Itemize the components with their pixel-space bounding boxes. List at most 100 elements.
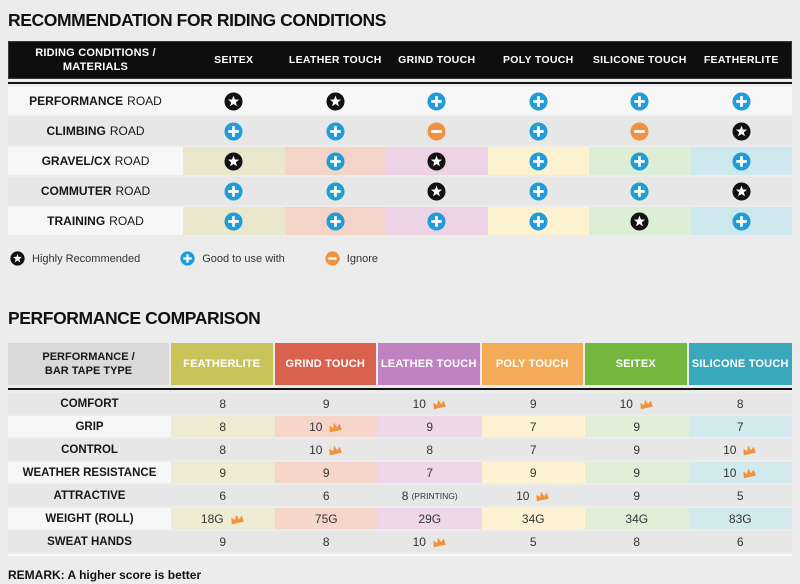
legend-label: Ignore — [346, 252, 378, 265]
riding-row-label: GRAVEL/CX ROAD — [8, 147, 183, 175]
crown-icon — [230, 514, 244, 524]
performance-row-3: WEATHER RESISTANCE 9 9 7 9 9 10 — [8, 462, 792, 483]
remark-note: REMARK: A higher score is better — [8, 568, 202, 582]
star-icon — [630, 211, 649, 231]
star-icon — [427, 181, 446, 201]
riding-legend: Highly Recommended Good to use with Ignore — [10, 251, 792, 266]
minus-icon — [427, 121, 446, 141]
score-cell: 7 — [378, 462, 482, 483]
score-value: 83G — [728, 511, 752, 526]
score-cell: 9 — [171, 462, 275, 483]
score-cell: 8 — [378, 439, 482, 460]
rating-cell — [589, 87, 691, 115]
riding-row-label-bold: TRAINING — [47, 214, 106, 228]
score-cell: 10 — [688, 439, 792, 460]
score-cell: 34G — [481, 508, 585, 529]
score-suffix: (PRINTING) — [411, 490, 458, 501]
plus-icon — [732, 151, 751, 171]
score-cell: 5 — [481, 531, 585, 552]
score-value: 9 — [529, 396, 537, 411]
rating-cell — [487, 147, 589, 175]
performance-row-label: WEIGHT (ROLL) — [8, 508, 171, 529]
riding-column-header-3: POLY TOUCH — [503, 54, 574, 66]
rating-cell — [589, 147, 691, 175]
score-value: 8 — [401, 488, 409, 503]
star-icon — [224, 151, 243, 171]
minus-icon — [325, 251, 340, 266]
score-cell: 10 — [274, 439, 378, 460]
riding-column-header-1: LEATHER TOUCH — [288, 54, 382, 66]
legend-label: Highly Recommended — [32, 252, 141, 265]
performance-header-rule — [8, 388, 792, 390]
legend-label: Good to use with — [202, 252, 285, 265]
score-value: 29G — [418, 511, 442, 526]
performance-comparison-title: PERFORMANCE COMPARISON — [8, 308, 261, 328]
corner-line-2: MATERIALS — [62, 61, 129, 73]
score-cell: 9 — [585, 462, 689, 483]
score-value: 34G — [625, 511, 649, 526]
performance-column-header-1: GRIND TOUCH — [274, 343, 376, 385]
riding-row-4: TRAINING ROAD — [8, 207, 792, 235]
rating-cell — [589, 117, 691, 145]
star-icon — [732, 181, 751, 201]
score-value: 9 — [633, 488, 641, 503]
score-value: 8 — [736, 396, 744, 411]
score-value: 10 — [412, 534, 426, 549]
score-value: 7 — [426, 465, 434, 480]
rating-cell — [183, 147, 285, 175]
performance-column-header-2: LEATHER TOUCH — [378, 343, 480, 385]
riding-row-1: CLIMBING ROAD — [8, 117, 792, 145]
score-cell: 9 — [585, 439, 689, 460]
crown-icon — [640, 399, 653, 409]
riding-conditions-title: RECOMMENDATION FOR RIDING CONDITIONS — [8, 10, 387, 30]
riding-row-2: GRAVEL/CX ROAD — [8, 147, 792, 175]
rating-cell — [284, 207, 386, 235]
rating-cell — [386, 177, 488, 205]
crown-icon — [433, 537, 446, 547]
riding-column-header-0: SEITEX — [214, 54, 254, 66]
performance-row-6: SWEAT HANDS 9 8 10 5 8 6 — [8, 531, 792, 552]
riding-row-label-suffix: ROAD — [127, 94, 162, 108]
riding-row-label-suffix: ROAD — [109, 124, 145, 138]
plus-icon — [224, 121, 243, 141]
score-cell: 7 — [481, 439, 585, 460]
plus-icon — [732, 91, 751, 111]
riding-column-header-2: GRIND TOUCH — [398, 54, 476, 66]
score-cell: 6 — [171, 485, 275, 506]
best-score-crown — [431, 536, 447, 548]
performance-table-header: PERFORMANCE / BAR TAPE TYPE FEATHERLITE G… — [8, 343, 792, 385]
minus-icon — [630, 121, 649, 141]
star-icon — [224, 91, 243, 111]
score-value: 10 — [723, 442, 737, 457]
plus-icon — [224, 211, 243, 231]
score-value: 9 — [322, 396, 330, 411]
corner-line-1: PERFORMANCE / — [42, 350, 135, 363]
score-cell: 10 — [274, 416, 378, 437]
crown-icon — [743, 445, 757, 455]
best-score-crown — [638, 398, 654, 410]
plus-icon — [630, 181, 649, 201]
score-cell: 8 (PRINTING) — [378, 485, 482, 506]
crown-icon — [329, 422, 343, 432]
rating-cell — [487, 117, 589, 145]
score-value: 5 — [529, 534, 537, 549]
score-cell: 6 — [688, 531, 792, 552]
riding-row-label-bold: PERFORMANCE — [29, 94, 124, 108]
rating-cell — [183, 207, 285, 235]
score-cell: 9 — [378, 416, 482, 437]
rating-cell — [386, 117, 488, 145]
riding-row-label-suffix: ROAD — [109, 214, 144, 228]
score-value: 9 — [426, 419, 434, 434]
performance-row-label: WEATHER RESISTANCE — [8, 462, 171, 483]
score-value: 10 — [516, 488, 530, 503]
crown-icon — [433, 399, 446, 409]
score-cell: 10 — [378, 531, 482, 552]
rating-cell — [690, 147, 792, 175]
score-cell: 5 — [688, 485, 792, 506]
performance-table-body: COMFORT 8 9 10 9 10 8 GRIP 8 10 9 7 9 7 CONTROL 8 10 8 7 9 1… — [8, 393, 792, 552]
riding-row-0: PERFORMANCE ROAD — [8, 87, 792, 115]
score-cell: 9 — [585, 416, 689, 437]
rating-cell — [487, 207, 589, 235]
rating-cell — [284, 147, 386, 175]
score-value: 9 — [219, 465, 227, 480]
